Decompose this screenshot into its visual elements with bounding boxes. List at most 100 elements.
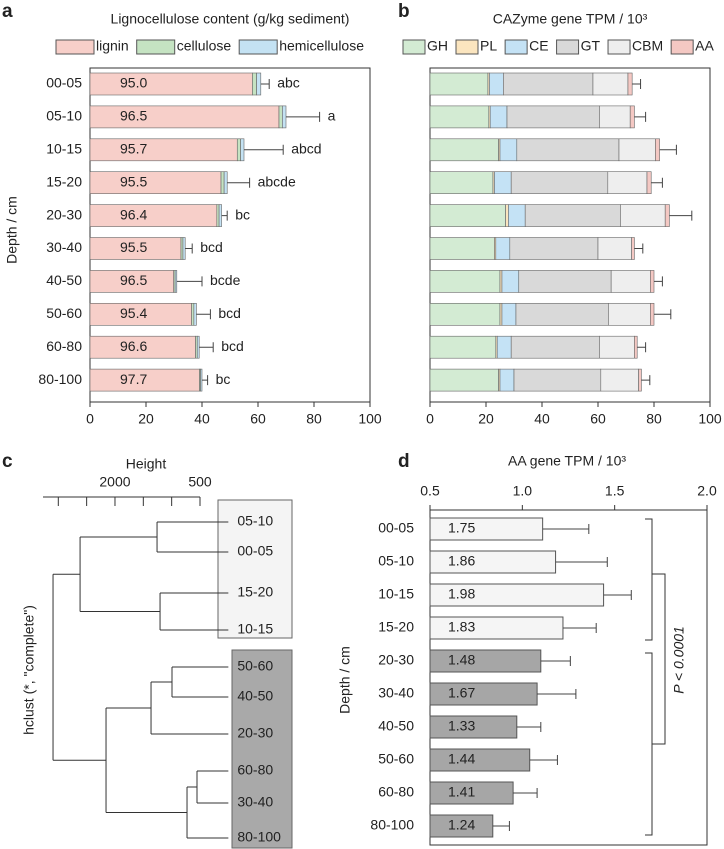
bar-label: 96.5 — [120, 272, 147, 288]
bar-segment — [506, 105, 600, 129]
y-tick-label: 50-60 — [378, 751, 414, 767]
bar-segment — [193, 302, 197, 326]
bar-segment — [610, 270, 651, 293]
bar-label: 1.75 — [448, 520, 475, 536]
bar-segment — [429, 204, 506, 227]
significance-letter: abcde — [258, 173, 296, 189]
plot-frame — [429, 67, 711, 403]
bar-segment — [608, 302, 651, 326]
error-bar — [176, 276, 203, 287]
bar-segment — [499, 368, 515, 392]
bar-segment — [509, 237, 599, 260]
y-label: hclust (*, "complete") — [21, 605, 37, 735]
legend-swatch — [455, 39, 479, 55]
bar-segment — [510, 335, 600, 359]
y-tick-label: 20-30 — [46, 206, 82, 222]
bar-segment — [655, 138, 660, 162]
legend-label: GH — [427, 38, 448, 54]
panel-letter: c — [2, 451, 13, 472]
panel-letter: a — [2, 1, 13, 22]
y-tick-label: 10-15 — [378, 586, 414, 602]
legend-label: lignin — [96, 38, 129, 54]
bar — [429, 682, 538, 706]
x-tick-label: 60 — [590, 411, 606, 427]
title: AA gene TPM / 10³ — [508, 453, 626, 469]
error-bar — [227, 177, 251, 188]
bar-segment — [597, 237, 632, 260]
bar-segment — [89, 171, 222, 194]
significance-letter: bc — [216, 371, 231, 387]
x-tick-label: 0.5 — [420, 483, 440, 499]
bar-label: 95.4 — [120, 305, 147, 321]
error-bar — [196, 309, 211, 320]
error-bar — [634, 111, 647, 122]
bar-segment — [627, 72, 633, 96]
significance-letter: bcd — [221, 338, 244, 354]
y-tick-label: 80-100 — [38, 371, 82, 387]
y-tick-label: 15-20 — [46, 173, 82, 189]
x-tick-label: 2000 — [99, 474, 130, 490]
bar-segment — [429, 105, 490, 129]
error-bar — [634, 243, 644, 254]
leaf-label: 80-100 — [237, 829, 281, 845]
error-bar — [641, 375, 651, 386]
x-tick-label: 0 — [86, 411, 94, 427]
bar-segment — [592, 72, 629, 96]
bar-segment — [256, 72, 262, 96]
y-label: Depth / cm — [337, 646, 353, 714]
legend-swatch — [607, 39, 631, 55]
x-tick-label: 2.0 — [697, 483, 717, 499]
x-tick-label: 40 — [534, 411, 550, 427]
leaf-label: 40-50 — [237, 688, 273, 704]
bar-segment — [200, 368, 203, 392]
annotation: P < 0.0001 — [671, 626, 687, 694]
bar-label: 1.33 — [448, 718, 475, 734]
significance-letter: bc — [235, 206, 250, 222]
bar-segment — [620, 204, 666, 227]
bar-label: 1.86 — [448, 553, 475, 569]
bar-label: 1.24 — [448, 817, 475, 833]
bar-label: 96.5 — [120, 108, 147, 124]
bar-label: 95.5 — [120, 239, 147, 255]
bar-segment — [429, 171, 494, 194]
bar-segment — [89, 72, 253, 96]
error-bar — [513, 788, 538, 798]
y-tick-label: 40-50 — [378, 718, 414, 734]
bar-segment — [646, 171, 652, 194]
x-tick-label: 100 — [698, 411, 722, 427]
error-bar — [537, 689, 577, 699]
x-tick-label: 80 — [646, 411, 662, 427]
bar-segment — [489, 72, 504, 96]
leaf-label: 00-05 — [237, 543, 273, 559]
cluster-box — [217, 499, 293, 639]
error-bar — [654, 276, 663, 287]
cluster-box — [231, 649, 293, 849]
error-bar — [260, 79, 270, 89]
bar-segment — [638, 368, 642, 392]
bar-segment — [599, 105, 631, 129]
significance-letter: abc — [277, 75, 300, 91]
leaf-label: 10-15 — [237, 621, 273, 637]
leaf-label: 15-20 — [237, 584, 273, 600]
bar-segment — [89, 105, 280, 129]
bar-segment — [174, 270, 178, 293]
error-bar — [651, 177, 663, 188]
y-label: Depth / cm — [4, 196, 20, 264]
axis-title: Height — [126, 456, 167, 472]
legend-label: PL — [480, 38, 497, 54]
error-bar — [540, 656, 571, 666]
legend-label: hemicellulose — [279, 38, 364, 54]
x-tick-label: 20 — [138, 411, 154, 427]
bar-segment — [503, 72, 594, 96]
leaf-label: 20-30 — [237, 725, 273, 741]
plot-frame — [429, 509, 708, 846]
x-tick-label: 80 — [306, 411, 322, 427]
x-tick-label: 1.5 — [605, 483, 625, 499]
significance-letter: abcd — [291, 141, 321, 157]
y-tick-label: 00-05 — [378, 520, 414, 536]
error-bar — [603, 590, 632, 600]
leaf-label: 60-80 — [237, 762, 273, 778]
y-tick-label: 60-80 — [378, 784, 414, 800]
bar-label: 1.44 — [448, 751, 475, 767]
